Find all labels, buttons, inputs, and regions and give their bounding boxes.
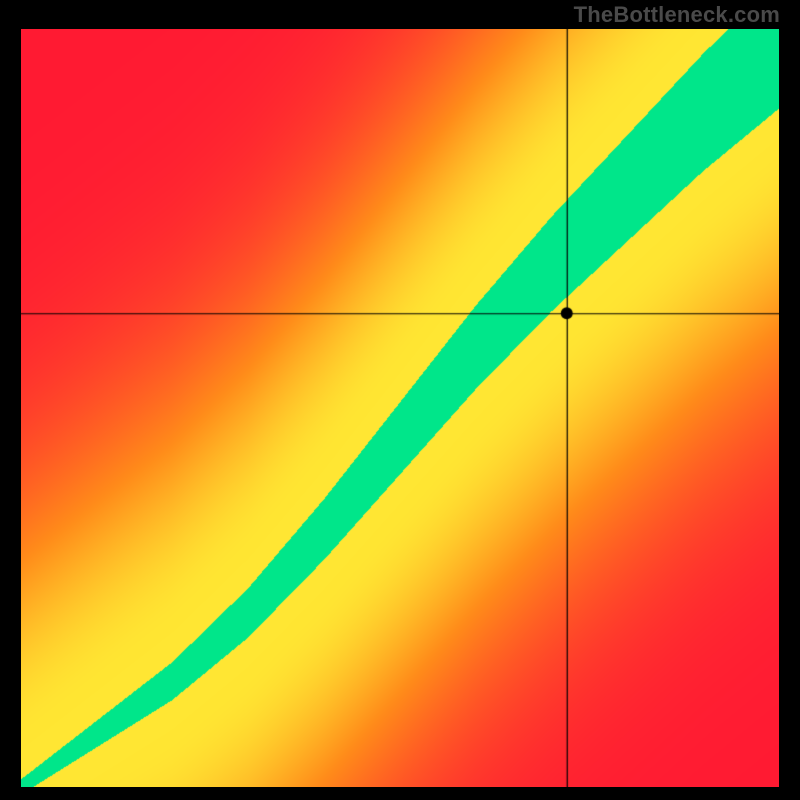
heatmap-canvas bbox=[21, 29, 779, 787]
watermark-text: TheBottleneck.com bbox=[574, 2, 780, 28]
chart-container: TheBottleneck.com bbox=[0, 0, 800, 800]
